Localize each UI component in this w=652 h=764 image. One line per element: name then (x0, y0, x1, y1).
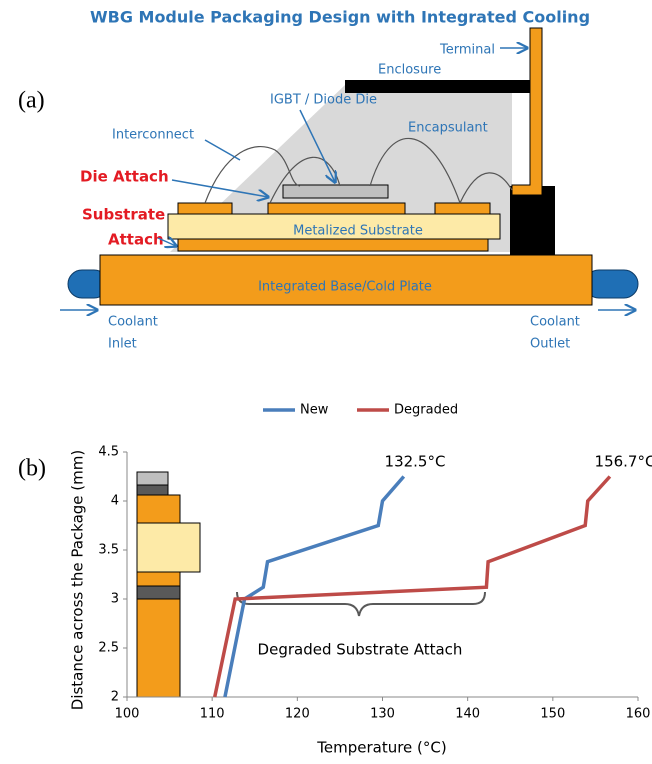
x-tick-label: 110 (200, 707, 225, 722)
label: Encapsulant (408, 121, 488, 136)
label: Attach (108, 231, 164, 249)
layer-stack (137, 472, 200, 697)
annotation: 156.7°C (595, 453, 652, 471)
y-tick-label: 2.5 (98, 641, 119, 656)
terminal-shape (512, 28, 542, 195)
y-tick-label: 2 (111, 690, 119, 705)
pad (268, 203, 405, 214)
label: Outlet (530, 337, 570, 352)
x-tick-label: 130 (370, 707, 395, 722)
enclosure-shape (345, 80, 530, 93)
die-shape (283, 185, 388, 198)
y-axis-label: Distance across the Package (mm) (69, 450, 87, 710)
label: IGBT / Diode Die (270, 93, 377, 108)
label: Coolant (530, 315, 580, 330)
label: Inlet (108, 337, 137, 352)
annotation: Degraded Substrate Attach (258, 641, 463, 659)
annotation: 132.5°C (385, 453, 446, 471)
pad (178, 203, 232, 214)
label: Coolant (108, 315, 158, 330)
legend-label: Degraded (394, 403, 458, 418)
x-tick-label: 140 (455, 707, 480, 722)
diagram-title: WBG Module Packaging Design with Integra… (90, 8, 590, 27)
line (225, 477, 404, 698)
pad (435, 203, 490, 214)
x-tick-label: 100 (115, 707, 140, 722)
label: Integrated Base/Cold Plate (258, 280, 432, 295)
label: Enclosure (378, 63, 441, 78)
panel-label: (b) (18, 456, 46, 482)
label: Interconnect (112, 128, 194, 143)
figure: WBG Module Packaging Design with Integra… (0, 0, 652, 764)
panel-label: (a) (18, 88, 45, 114)
arrow (205, 140, 240, 160)
y-tick-label: 3 (111, 592, 119, 607)
label: Substrate (82, 206, 165, 224)
label: Die Attach (80, 168, 169, 186)
enclosure-wall (510, 186, 555, 256)
y-tick-label: 4 (111, 494, 119, 509)
pipe-right (585, 270, 638, 298)
label: Metalized Substrate (293, 224, 423, 239)
x-axis-label: Temperature (°C) (316, 739, 446, 757)
x-tick-label: 150 (540, 707, 565, 722)
substrate-attach-layer (178, 239, 488, 251)
y-tick-label: 4.5 (98, 445, 119, 460)
x-tick-label: 120 (285, 707, 310, 722)
line (215, 477, 610, 698)
label: Terminal (439, 43, 495, 58)
legend-label: New (300, 403, 329, 418)
y-tick-label: 3.5 (98, 543, 119, 558)
x-tick-label: 160 (626, 707, 651, 722)
